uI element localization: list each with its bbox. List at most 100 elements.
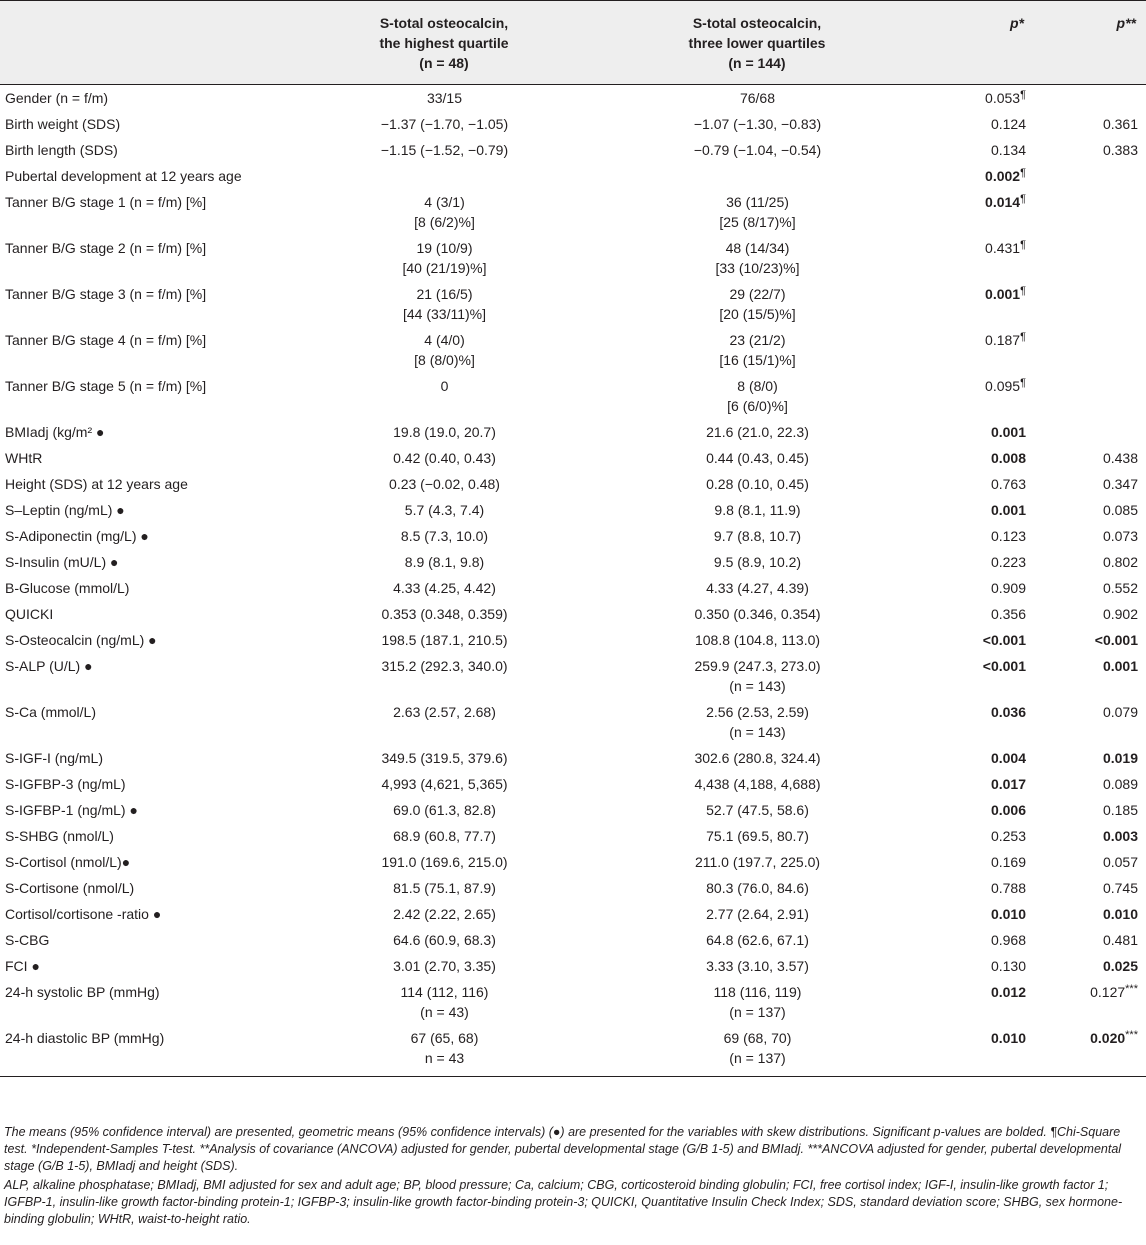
p-value: 0.253: [990, 828, 1026, 844]
value-highest-quartile: 19 (10/9) [40 (21/19)%]: [402, 240, 487, 276]
table-row: Gender (n = f/m) 33/15 76/68 0.053¶: [0, 85, 1146, 112]
value-lower-quartiles: 211.0 (197.7, 225.0): [694, 854, 821, 870]
p-value: 0.004: [990, 750, 1026, 766]
p-value: 0.169: [990, 854, 1026, 870]
table-row: BMIadj (kg/m² ● 19.8 (19.0, 20.7) 21.6 (21…: [0, 419, 1146, 445]
row-label: S–Leptin (ng/mL) ●: [5, 502, 125, 518]
p-value-adjusted: 0.057: [1102, 854, 1138, 870]
table-row: Birth weight (SDS) −1.37 (−1.70, −1.05) −1…: [0, 111, 1146, 137]
p-value-adjusted: 0.089: [1102, 776, 1138, 792]
value-lower-quartiles: 0.28 (0.10, 0.45): [706, 476, 809, 492]
p-value: 0.431¶: [985, 239, 1026, 256]
value-lower-quartiles: 2.56 (2.53, 2.59) (n = 143): [706, 704, 809, 740]
table-row: S-ALP (U/L) ● 315.2 (292.3, 340.0) 259.9 (…: [0, 653, 1146, 699]
p-value-adjusted: [1034, 419, 1146, 445]
header-p-value: p*: [922, 0, 1034, 85]
table-row: Birth length (SDS) −1.15 (−1.52, −0.79) −0…: [0, 137, 1146, 163]
p-value: 0.223: [990, 554, 1026, 570]
table-row: S-CBG 64.6 (60.9, 68.3) 64.8 (62.6, 67.1) 0…: [0, 927, 1146, 953]
value-highest-quartile: 33/15: [426, 90, 463, 106]
row-label: S-SHBG (nmol/L): [5, 828, 114, 844]
p-value: 0.012: [990, 984, 1026, 1000]
row-label: Birth weight (SDS): [5, 116, 121, 132]
row-label: Tanner B/G stage 5 (n = f/m) [%]: [5, 378, 207, 394]
table-footnotes: The means (95% confidence interval) are …: [0, 1124, 1146, 1230]
p-value: 0.036: [990, 704, 1026, 720]
value-highest-quartile: 4.33 (4.25, 4.42): [393, 580, 496, 596]
row-label: Pubertal development at 12 years age: [5, 168, 242, 184]
value-highest-quartile: 8.9 (8.1, 9.8): [404, 554, 485, 570]
p-value: 0.968: [990, 932, 1026, 948]
row-label: WHtR: [5, 450, 43, 466]
table-row: S-Ca (mmol/L) 2.63 (2.57, 2.68) 2.56 (2.53…: [0, 699, 1146, 745]
value-lower-quartiles: 108.8 (104.8, 113.0): [694, 632, 821, 648]
value-highest-quartile: 0.42 (0.40, 0.43): [393, 450, 496, 466]
value-highest-quartile: 191.0 (169.6, 215.0): [381, 854, 508, 870]
p-value-adjusted: 0.001: [1102, 658, 1138, 674]
row-label: S-Adiponectin (mg/L) ●: [5, 528, 149, 544]
p-value-adjusted: [1034, 163, 1146, 189]
p-value-adjusted: 0.438: [1102, 450, 1138, 466]
p-value: 0.006: [990, 802, 1026, 818]
row-label: Tanner B/G stage 1 (n = f/m) [%]: [5, 194, 207, 210]
p-value: 0.010: [990, 906, 1026, 922]
value-lower-quartiles: 118 (116, 119) (n = 137): [713, 984, 802, 1020]
table-row: QUICKI 0.353 (0.348, 0.359) 0.350 (0.346, …: [0, 601, 1146, 627]
value-highest-quartile: −1.15 (−1.52, −0.79): [380, 142, 509, 158]
p-value-adjusted: 0.085: [1102, 502, 1138, 518]
p-value: 0.356: [990, 606, 1026, 622]
row-label: S-IGFBP-1 (ng/mL) ●: [5, 802, 138, 818]
p-value: 0.763: [990, 476, 1026, 492]
value-lower-quartiles: 9.8 (8.1, 11.9): [714, 502, 801, 518]
row-label: S-Insulin (mU/L) ●: [5, 554, 119, 570]
p-value: 0.123: [990, 528, 1026, 544]
p-value: 0.002¶: [985, 167, 1026, 184]
p-value-adjusted: 0.347: [1102, 476, 1138, 492]
p-value: 0.017: [990, 776, 1026, 792]
value-lower-quartiles: 80.3 (76.0, 84.6): [706, 880, 809, 896]
value-highest-quartile: 8.5 (7.3, 10.0): [400, 528, 489, 544]
table-row: Tanner B/G stage 3 (n = f/m) [%] 21 (16/5…: [0, 281, 1146, 327]
value-highest-quartile: 3.01 (2.70, 3.35): [393, 958, 496, 974]
value-highest-quartile: 81.5 (75.1, 87.9): [393, 880, 496, 896]
value-lower-quartiles: 9.5 (8.9, 10.2): [713, 554, 802, 570]
header-highest-quartile: S-total osteocalcin, the highest quartil…: [296, 0, 592, 85]
p-value: 0.001: [990, 502, 1026, 518]
row-label: Tanner B/G stage 2 (n = f/m) [%]: [5, 240, 207, 256]
row-label: S-IGF-I (ng/mL): [5, 750, 104, 766]
value-lower-quartiles: 69 (68, 70) (n = 137): [592, 1025, 922, 1077]
p-value-adjusted: 0.025: [1102, 958, 1138, 974]
value-highest-quartile: 0.353 (0.348, 0.359): [381, 606, 508, 622]
row-label: S-Cortisone (nmol/L): [5, 880, 135, 896]
p-value: <0.001: [982, 658, 1026, 674]
value-lower-quartiles: 36 (11/25) [25 (8/17)%]: [719, 194, 796, 230]
p-value-adjusted: 0.481: [1102, 932, 1138, 948]
value-lower-quartiles: 3.33 (3.10, 3.57): [706, 958, 809, 974]
p-value-adjusted: 0.902: [1102, 606, 1138, 622]
table-row: Tanner B/G stage 2 (n = f/m) [%] 19 (10/9…: [0, 235, 1146, 281]
p-value: 0.008: [990, 450, 1026, 466]
value-lower-quartiles: 4.33 (4.27, 4.39): [706, 580, 809, 596]
table-row: Tanner B/G stage 1 (n = f/m) [%] 4 (3/1)[…: [0, 189, 1146, 235]
footnote-abbreviations: ALP, alkaline phosphatase; BMIadj, BMI a…: [4, 1178, 1123, 1226]
value-highest-quartile: 69.0 (61.3, 82.8): [393, 802, 496, 818]
table-row: S-SHBG (nmol/L) 68.9 (60.8, 77.7) 75.1 (69…: [0, 823, 1146, 849]
table-row: S-IGF-I (ng/mL) 349.5 (319.5, 379.6) 302.6…: [0, 745, 1146, 771]
p-value-adjusted: <0.001: [1094, 632, 1138, 648]
results-table: S-total osteocalcin, the highest quartil…: [0, 0, 1146, 1077]
p-value-adjusted: [1034, 85, 1146, 112]
table-row: B-Glucose (mmol/L) 4.33 (4.25, 4.42) 4.33 …: [0, 575, 1146, 601]
p-value-adjusted: 0.383: [1102, 142, 1138, 158]
table-row: 24-h systolic BP (mmHg) 114 (112, 116) (n …: [0, 979, 1146, 1025]
p-value-adjusted: 0.003: [1102, 828, 1138, 844]
value-lower-quartiles: 76/68: [739, 90, 776, 106]
table-row: S-IGFBP-1 (ng/mL) ● 69.0 (61.3, 82.8) 52.7…: [0, 797, 1146, 823]
p-value: 0.130: [990, 958, 1026, 974]
table-row: Tanner B/G stage 5 (n = f/m) [%] 0 8 (8/0)…: [0, 373, 1146, 419]
row-label: 24-h diastolic BP (mmHg): [0, 1025, 296, 1077]
p-value-adjusted: [1034, 189, 1146, 235]
p-value: 0.909: [990, 580, 1026, 596]
p-value-adjusted: 0.127***: [1090, 983, 1138, 1000]
p-value-adjusted: 0.552: [1102, 580, 1138, 596]
row-label: 24-h systolic BP (mmHg): [5, 984, 160, 1000]
